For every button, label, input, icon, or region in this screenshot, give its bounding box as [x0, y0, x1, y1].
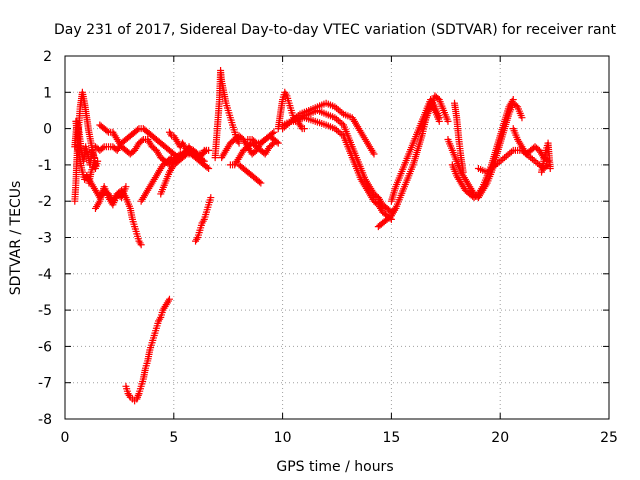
- x-tick-label: 0: [61, 430, 70, 446]
- y-tick-label: -7: [38, 376, 52, 392]
- data-point: [518, 114, 526, 122]
- data-point: [370, 150, 378, 158]
- data-point: [156, 315, 164, 323]
- y-axis-label: SDTVAR / TECUs: [8, 181, 24, 296]
- data-point: [134, 126, 142, 134]
- data-point: [181, 151, 189, 159]
- data-point: [175, 151, 183, 159]
- data-point: [268, 140, 276, 148]
- y-tick-label: -4: [38, 267, 52, 283]
- data-point: [94, 157, 102, 165]
- y-tick-label: 0: [43, 122, 52, 138]
- data-point: [136, 239, 144, 247]
- chart-title: Day 231 of 2017, Sidereal Day-to-day VTE…: [54, 22, 616, 38]
- data-point: [207, 194, 215, 202]
- data-point: [459, 168, 467, 176]
- data-point: [166, 155, 174, 163]
- data-point: [509, 96, 517, 104]
- x-tick-label: 5: [169, 430, 178, 446]
- data-point: [165, 295, 173, 303]
- x-tick-label: 25: [600, 430, 618, 446]
- data-point: [205, 165, 213, 173]
- y-tick-label: -1: [38, 158, 52, 174]
- x-tick-label: 15: [382, 430, 400, 446]
- data-point: [202, 146, 210, 154]
- data-point: [122, 183, 130, 191]
- data-point: [192, 150, 200, 158]
- y-tick-label: -2: [38, 194, 52, 210]
- data-point: [257, 179, 265, 187]
- data-point: [235, 139, 243, 147]
- data-point: [546, 165, 554, 173]
- data-point: [103, 127, 111, 135]
- data-point: [270, 128, 278, 136]
- y-tick-label: 1: [43, 85, 52, 101]
- data-point: [251, 138, 259, 146]
- x-axis-label: GPS time / hours: [276, 459, 393, 475]
- x-tick-label: 10: [274, 430, 292, 446]
- y-tick-label: -3: [38, 231, 52, 247]
- data-point: [167, 130, 175, 138]
- data-point: [435, 114, 443, 122]
- data-point: [201, 148, 209, 156]
- data-point: [444, 117, 452, 125]
- data-point: [137, 241, 145, 249]
- data-point: [300, 125, 308, 133]
- data-point: [199, 217, 207, 225]
- data-point: [255, 178, 263, 186]
- data-point: [203, 163, 211, 171]
- data-point: [125, 391, 133, 399]
- y-tick-label: 2: [43, 49, 52, 65]
- data-markers: [71, 67, 554, 405]
- data-point: [193, 235, 201, 243]
- data-point: [138, 137, 146, 145]
- data-point: [274, 139, 282, 147]
- data-point: [90, 154, 98, 162]
- x-tick-label: 20: [491, 430, 509, 446]
- y-tick-label: -5: [38, 303, 52, 319]
- data-point: [99, 144, 107, 152]
- data-point: [134, 391, 142, 399]
- y-tick-label: -6: [38, 339, 52, 355]
- data-point: [273, 138, 281, 146]
- y-tick-label: -8: [38, 412, 52, 428]
